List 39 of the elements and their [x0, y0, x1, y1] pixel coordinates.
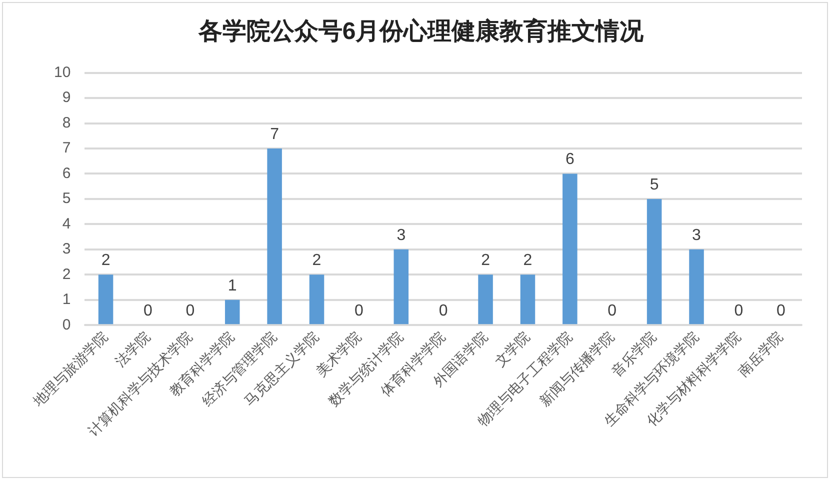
data-label: 3 [396, 226, 406, 244]
data-label: 0 [186, 302, 195, 320]
bar [394, 249, 409, 324]
bar [646, 198, 662, 324]
bar [98, 274, 114, 324]
data-label: 2 [481, 252, 490, 270]
bar [224, 300, 240, 324]
data-label: 0 [144, 302, 153, 320]
y-tick-label: 4 [62, 215, 71, 232]
y-tick-label: 3 [62, 240, 71, 258]
bar [267, 148, 282, 324]
y-tick-label: 10 [54, 64, 71, 81]
y-tick-label: 1 [62, 291, 71, 308]
data-label: 7 [270, 126, 280, 143]
data-label: 2 [523, 252, 532, 270]
y-tick-label: 5 [62, 190, 71, 208]
data-label: 3 [692, 226, 702, 244]
data-label: 0 [438, 302, 448, 320]
data-label: 0 [776, 302, 786, 320]
bar [309, 274, 324, 324]
bar [689, 249, 704, 324]
chart-title: 各学院公众号6月份心理健康教育推文情况 [197, 17, 645, 46]
bar [478, 274, 493, 324]
data-label: 0 [354, 302, 364, 320]
y-tick-label: 2 [62, 266, 71, 283]
data-label: 2 [101, 252, 110, 270]
bar [562, 174, 578, 324]
data-label: 5 [650, 176, 659, 194]
y-tick-label: 6 [62, 164, 71, 182]
bar [520, 274, 536, 324]
data-label: 2 [312, 252, 322, 270]
y-tick-label: 8 [62, 114, 71, 132]
data-label: 1 [228, 277, 237, 294]
data-label: 0 [734, 302, 744, 320]
y-tick-label: 0 [62, 316, 71, 334]
data-label: 6 [565, 151, 574, 168]
y-tick-label: 9 [62, 89, 71, 106]
y-tick-label: 7 [62, 140, 71, 157]
data-label: 0 [608, 302, 617, 320]
